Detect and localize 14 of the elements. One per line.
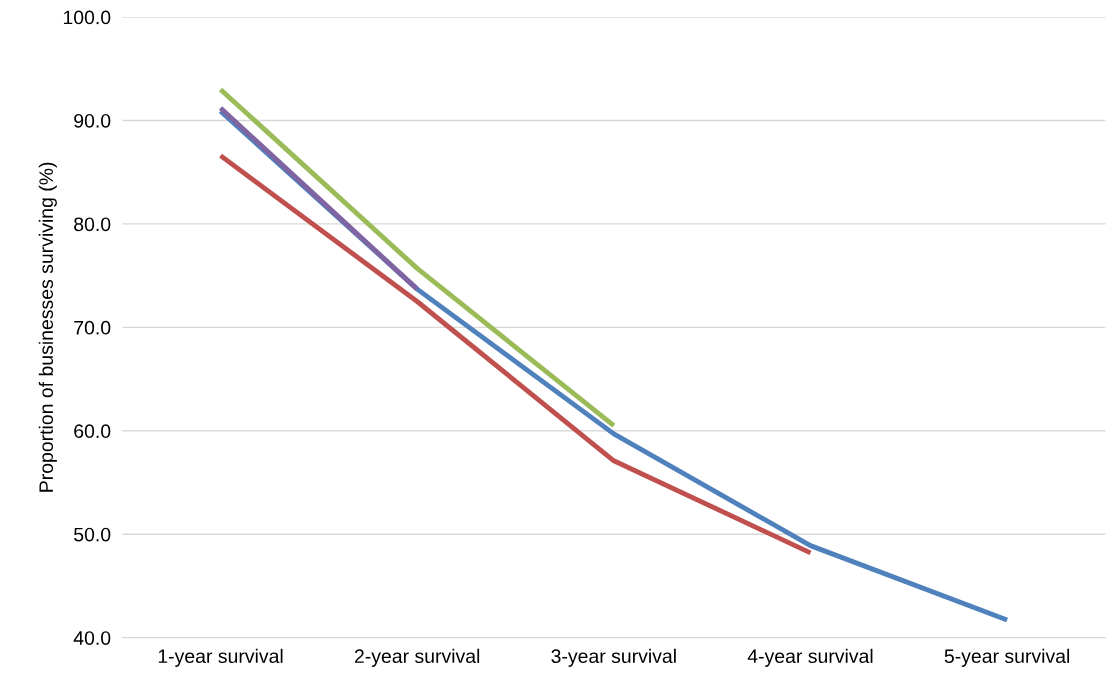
y-axis-title: Proportion of businesses surviving (%) <box>38 162 57 492</box>
y-tick-label: 90.0 <box>74 113 111 128</box>
y-tick-label: 80.0 <box>74 217 111 232</box>
line-series <box>218 153 813 556</box>
x-tick-label: 4-year survival <box>747 648 873 667</box>
y-tick-label: 40.0 <box>73 631 111 645</box>
y-tick-label: 50.0 <box>74 527 111 542</box>
y-tick-label: 60.0 <box>74 424 111 439</box>
y-tick-label: 100.0 <box>63 10 111 25</box>
x-tick-label: 2-year survival <box>354 648 480 667</box>
x-tick-label: 5-year survival <box>944 648 1070 667</box>
x-tick-label: 3-year survival <box>551 648 676 667</box>
x-tick-label: 1-year survival <box>158 648 283 667</box>
y-tick-label: 70.0 <box>74 320 111 335</box>
